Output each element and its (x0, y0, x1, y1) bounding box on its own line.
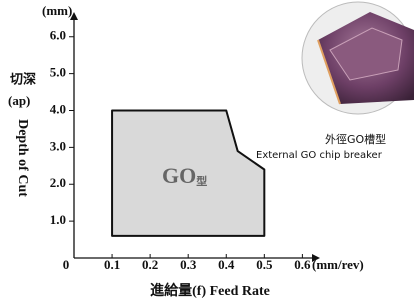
y-label-zh: 切深 (10, 72, 36, 88)
chart: 外徑GO槽型 External GO chip breaker (mm) 切深 … (0, 0, 414, 303)
y-tick-label: 6.0 (50, 28, 66, 43)
y-label-sym: (ap) (8, 93, 30, 108)
caption-en: External GO chip breaker (256, 150, 383, 161)
y-tick-label: 3.0 (50, 138, 66, 153)
x-tick-label: 0.4 (218, 257, 235, 272)
x-tick-label: 0.5 (256, 257, 273, 272)
y-tick-label: 2.0 (50, 175, 66, 190)
x-tick-label: 0.2 (142, 257, 158, 272)
caption-zh: 外徑GO槽型 (325, 132, 386, 146)
region-label-suffix: 型 (196, 174, 207, 188)
y-tick-label: 4.0 (50, 101, 66, 116)
x-tick-label: 0 (63, 257, 70, 272)
x-tick-label: 0.6 (294, 257, 311, 272)
y-unit: (mm) (42, 3, 72, 18)
x-tick-label: 0.3 (180, 257, 197, 272)
insert-image (302, 2, 414, 114)
y-tick-label: 5.0 (50, 65, 66, 80)
x-tick-label: 0.1 (104, 257, 120, 272)
x-label: 進給量(f) Feed Rate (150, 282, 270, 299)
y-label-en: Depth of Cut (15, 119, 30, 197)
y-tick-label: 1.0 (50, 212, 66, 227)
region-label-main: GO (162, 163, 196, 188)
x-unit: (mm/rev) (312, 257, 364, 272)
